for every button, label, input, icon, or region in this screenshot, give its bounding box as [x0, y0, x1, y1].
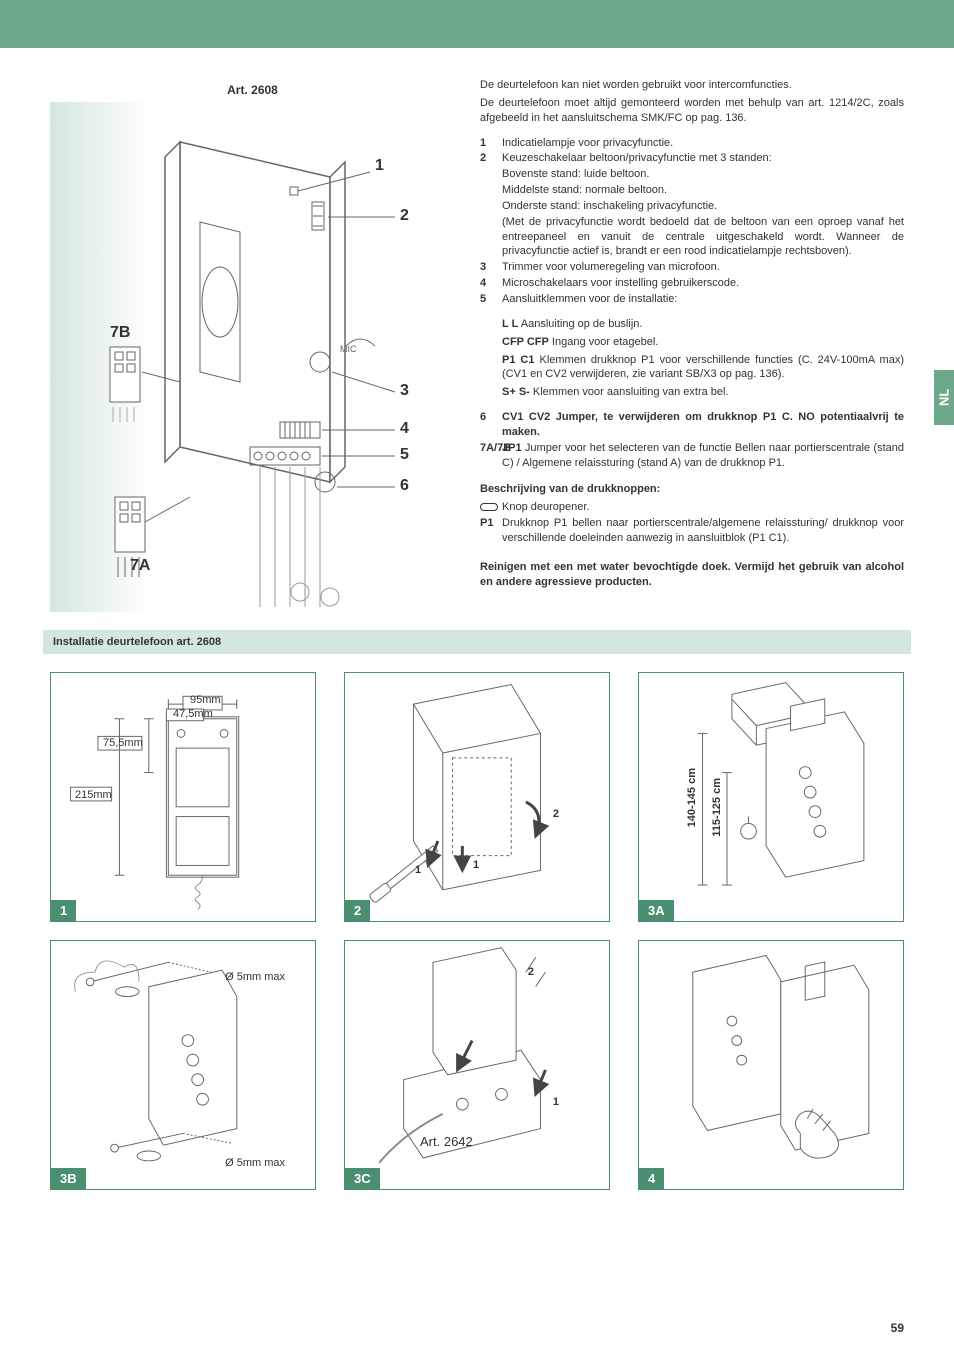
language-tab: NL [934, 370, 954, 425]
product-diagram: MIC [50, 102, 455, 612]
panel-3a: 140-145 cm 115-125 cm 3A [638, 672, 904, 922]
figure-title: Art. 2608 [50, 78, 455, 102]
item-7: 7A/7B JP1 Jumper voor het selecteren van… [480, 441, 904, 471]
callout-3: 3 [400, 382, 409, 400]
panel-2: 1 1 2 2 [344, 672, 610, 922]
callout-6: 6 [400, 477, 409, 495]
callout-7b: 7B [110, 324, 130, 342]
key-icon [480, 503, 498, 511]
callout-4: 4 [400, 420, 409, 438]
svg-text:MIC: MIC [340, 344, 357, 354]
desc-key: Knop deuropener. [480, 500, 904, 515]
main-figure: Art. 2608 [50, 78, 455, 612]
panel-num-1: 1 [51, 900, 76, 921]
callout-7a: 7A [130, 557, 150, 575]
desc-p1: P1Drukknop P1 bellen naar portierscentra… [480, 516, 904, 546]
callout-2: 2 [400, 207, 409, 225]
panel-num-3c: 3C [345, 1168, 380, 1189]
panel-3b: Ø 5mm max Ø 5mm max 3B [50, 940, 316, 1190]
panel-num-3a: 3A [639, 900, 674, 921]
panel-num-3b: 3B [51, 1168, 86, 1189]
desc-header: Beschrijving van de drukknoppen: [480, 482, 904, 497]
panel-num-2: 2 [345, 900, 370, 921]
sub-ss: S+ S- Klemmen voor aansluiting van extra… [502, 385, 904, 400]
cleaning-warning: Reinigen met een met water bevochtigde d… [480, 560, 904, 590]
panel-3c: 2 1 Art. 2642 3C [344, 940, 610, 1190]
feature-list: 1Indicatielampje voor privacyfunctie. 2K… [480, 136, 904, 307]
header-bar [0, 0, 954, 48]
sub-cfp: CFP CFP Ingang voor etagebel. [502, 335, 904, 350]
description-column: De deurtelefoon kan niet worden gebruikt… [480, 78, 904, 612]
intro-p1: De deurtelefoon kan niet worden gebruikt… [480, 78, 904, 93]
intro-p2: De deurtelefoon moet altijd gemonteerd w… [480, 96, 904, 126]
callout-5: 5 [400, 446, 409, 464]
page-number: 59 [891, 1321, 904, 1335]
callout-1: 1 [375, 157, 384, 175]
sub-ll: L L Aansluiting op de buslijn. [502, 317, 904, 332]
install-panels: 95mm 47,5mm 75,5mm 215mm 1 [50, 672, 904, 1190]
panel-1: 95mm 47,5mm 75,5mm 215mm 1 [50, 672, 316, 922]
item-6: 6CV1 CV2 Jumper, te verwijderen om drukk… [480, 410, 904, 440]
panel-num-4: 4 [639, 1168, 664, 1189]
section-title: Installatie deurtelefoon art. 2608 [43, 630, 911, 654]
sub-p1c1: P1 C1 Klemmen drukknop P1 voor verschill… [502, 353, 904, 383]
panel-4: 4 [638, 940, 904, 1190]
